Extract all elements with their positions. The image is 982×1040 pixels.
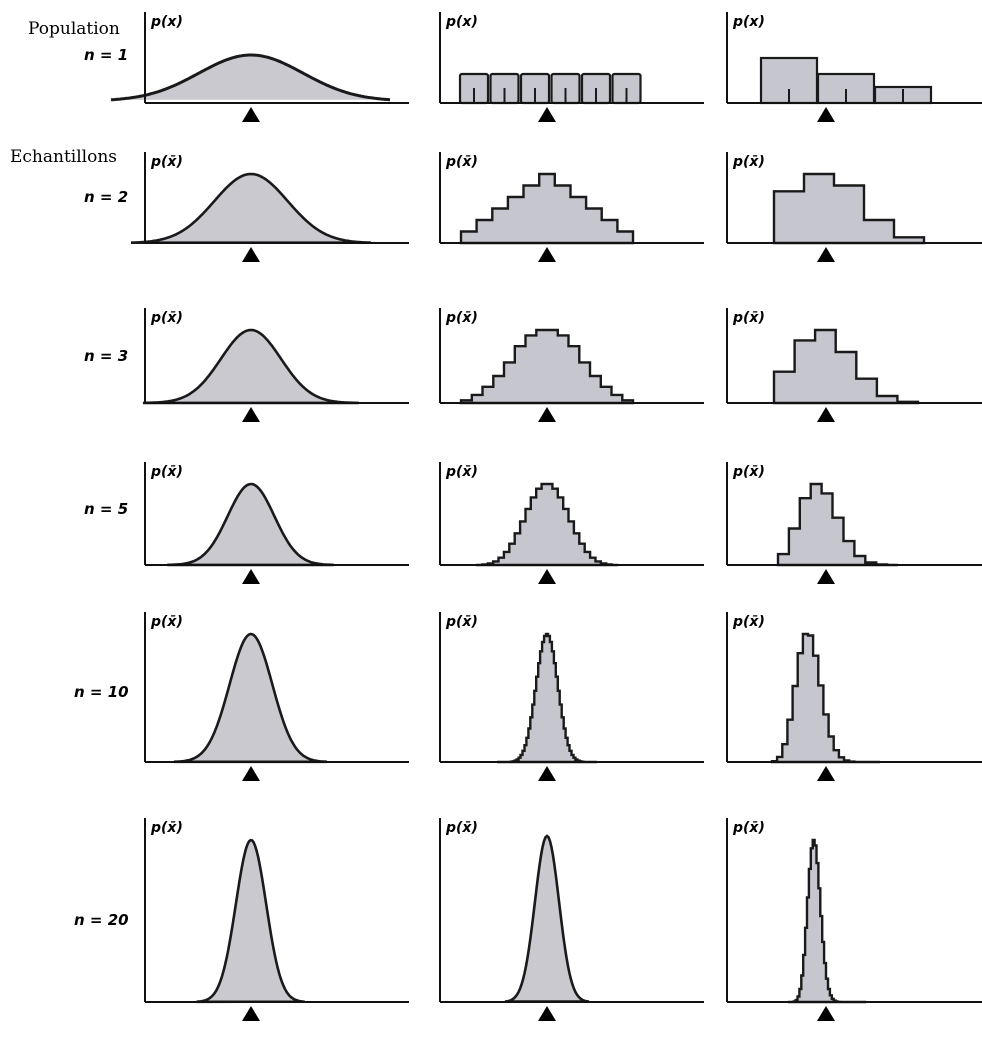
y-axis-label: p(x̄): [150, 614, 183, 630]
mean-marker: [538, 569, 556, 584]
panel-n1-col1: p(x): [110, 12, 409, 122]
sample-mean-curve: [142, 328, 359, 405]
mean-marker: [242, 569, 260, 584]
mean-marker: [817, 247, 835, 262]
y-axis-label: p(x̄): [732, 614, 765, 630]
panel-n3-col2: p(x̄): [439, 308, 704, 422]
population-skewed-bar: [816, 72, 876, 105]
sample-mean-curve: [130, 172, 372, 244]
y-axis-label: p(x̄): [150, 464, 183, 480]
mean-marker: [817, 569, 835, 584]
panel-n20-col1: p(x̄): [144, 818, 409, 1021]
mean-marker: [538, 766, 556, 781]
sample-mean-curve: [173, 632, 328, 764]
y-axis-label: p(x̄): [732, 310, 765, 326]
sample-mean-curve: [504, 834, 590, 1003]
n-label-5: n = 5: [84, 500, 128, 518]
panel-n2-col1: p(x̄): [130, 152, 409, 262]
mean-marker: [242, 407, 260, 422]
samples-label: Echantillons: [10, 147, 117, 167]
n-label-3: n = 3: [84, 347, 128, 365]
mean-marker: [538, 107, 556, 122]
y-axis-label: p(x̄): [445, 464, 478, 480]
sample-mean-histogram: [772, 172, 926, 245]
y-axis-label: p(x̄): [445, 154, 478, 170]
mean-marker: [817, 407, 835, 422]
y-axis-label: p(x̄): [732, 154, 765, 170]
mean-marker: [242, 766, 260, 781]
mean-marker: [242, 107, 260, 122]
sample-mean-histogram: [776, 482, 898, 567]
panel-n3-col3: p(x̄): [726, 308, 982, 422]
n-label-10: n = 10: [74, 683, 129, 701]
n-label-2: n = 2: [84, 188, 128, 206]
y-axis-label: p(x̄): [150, 820, 183, 836]
y-axis-label: p(x): [732, 14, 765, 30]
y-axis-label: p(x̄): [732, 464, 765, 480]
panel-n5-col2: p(x̄): [439, 462, 704, 584]
mean-marker: [538, 407, 556, 422]
panel-n10-col1: p(x̄): [144, 612, 409, 781]
panel-n1-col2: p(x): [439, 12, 704, 122]
y-axis-label: p(x): [150, 14, 183, 30]
row-labels: Population Echantillons n = 1 n = 2 n = …: [10, 19, 129, 929]
y-axis-label: p(x̄): [150, 154, 183, 170]
population-normal-curve: [110, 53, 391, 102]
panel-n2-col3: p(x̄): [726, 152, 982, 262]
sample-mean-histogram: [788, 838, 866, 1004]
panel-n1-col3: p(x): [726, 12, 982, 122]
sample-mean-curve: [196, 838, 305, 1004]
panels: p(x) p(x) p(x) p(x̄) p(x̄) p(x̄) p(x̄) p(x̄) p(x…: [110, 12, 982, 1021]
sample-mean-curve: [167, 482, 334, 567]
panel-n5-col1: p(x̄): [144, 462, 409, 584]
mean-marker: [538, 1006, 556, 1021]
population-label: Population: [28, 19, 120, 39]
mean-marker: [817, 766, 835, 781]
y-axis-label: p(x̄): [445, 310, 478, 326]
sample-mean-histogram: [772, 328, 920, 405]
panel-n10-col3: p(x̄): [726, 612, 982, 781]
y-axis-label: p(x̄): [445, 614, 478, 630]
panel-n20-col3: p(x̄): [726, 818, 982, 1021]
n-label-20: n = 20: [74, 911, 129, 929]
panel-n5-col3: p(x̄): [726, 462, 982, 584]
mean-marker: [242, 1006, 260, 1021]
sample-mean-histogram: [497, 632, 597, 764]
sample-mean-histogram: [459, 172, 635, 245]
panel-n3-col1: p(x̄): [142, 308, 409, 422]
sample-mean-histogram: [475, 482, 619, 567]
mean-marker: [817, 1006, 835, 1021]
y-axis-label: p(x̄): [150, 310, 183, 326]
sample-mean-histogram: [770, 632, 880, 764]
mean-marker: [817, 107, 835, 122]
n-label-1: n = 1: [84, 46, 128, 64]
panel-n20-col2: p(x̄): [439, 818, 704, 1021]
mean-marker: [538, 247, 556, 262]
sample-mean-histogram: [459, 328, 635, 405]
y-axis-label: p(x̄): [445, 820, 478, 836]
panel-n2-col2: p(x̄): [439, 152, 704, 262]
panel-n10-col2: p(x̄): [439, 612, 704, 781]
y-axis-label: p(x̄): [732, 820, 765, 836]
mean-marker: [242, 247, 260, 262]
y-axis-label: p(x): [445, 14, 478, 30]
